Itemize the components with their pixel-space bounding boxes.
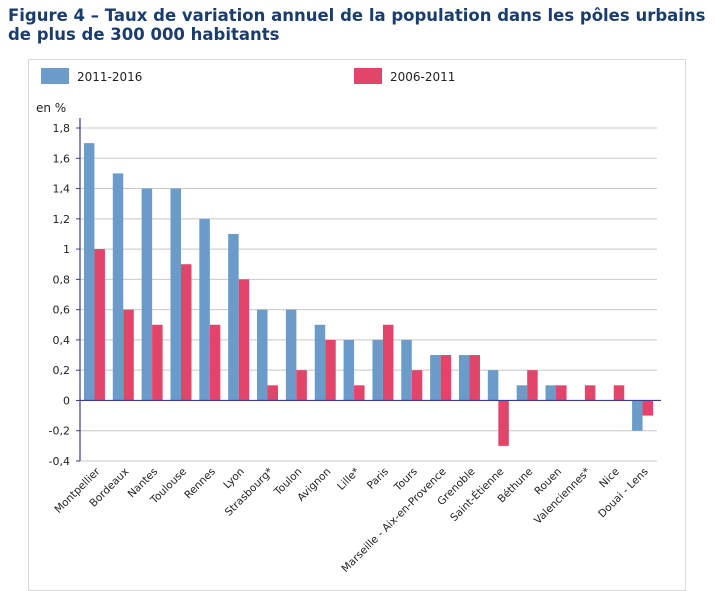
x-tick-label: Nice [597, 466, 622, 491]
legend-label: 2006-2011 [390, 70, 455, 84]
bar-2011-2016 [314, 324, 326, 401]
bar-2006-2011 [152, 324, 163, 401]
y-tick-label: 1,6 [53, 152, 71, 165]
x-tick-label: Rennes [182, 466, 218, 502]
bar-2006-2011 [123, 309, 134, 401]
y-tick-label: 0,4 [53, 334, 71, 347]
x-tick-label: Lyon [221, 466, 247, 492]
axes [76, 118, 661, 462]
bar-2006-2011 [498, 400, 509, 446]
bar-2006-2011 [209, 324, 221, 401]
y-tick-label: 0 [63, 394, 70, 407]
bar-2006-2011 [556, 385, 567, 401]
y-tick-label: 0,2 [53, 364, 71, 377]
legend-label: 2011-2016 [77, 70, 142, 84]
bar-2011-2016 [487, 370, 499, 401]
bars [83, 143, 654, 446]
bar-2011-2016 [632, 400, 643, 431]
bar-2011-2016 [430, 355, 441, 401]
bar-2011-2016 [285, 309, 297, 401]
bar-2011-2016 [458, 355, 470, 401]
bar-2006-2011 [411, 370, 423, 401]
bar-2006-2011 [180, 264, 192, 401]
y-tick-label: -0,4 [49, 455, 70, 468]
bar-2006-2011 [613, 385, 625, 401]
bar-2011-2016 [545, 385, 557, 401]
bar-2011-2016 [112, 173, 124, 401]
bar-2011-2016 [516, 385, 528, 401]
figure-title: Figure 4 – Taux de variation annuel de l… [8, 6, 706, 44]
bar-2006-2011 [527, 370, 538, 401]
bar-2011-2016 [199, 218, 210, 401]
x-tick-label: Lille* [335, 466, 362, 493]
x-tick-label: Paris [365, 466, 391, 492]
bar-2011-2016 [83, 143, 95, 401]
y-tick-labels: -0,4 -0,2 0 0,2 0,4 0,6 0,8 1 1,2 1,4 1,6 1,8 [49, 122, 70, 468]
y-tick-label: -0,2 [49, 425, 70, 438]
bar-2011-2016 [401, 339, 412, 401]
gridlines [80, 127, 657, 462]
bar-2011-2016 [141, 188, 153, 401]
bar-2006-2011 [296, 370, 307, 401]
bar-2006-2011 [642, 400, 654, 416]
y-tick-label: 1,2 [53, 213, 71, 226]
bar-2006-2011 [354, 385, 365, 401]
y-tick-label: 0,8 [53, 273, 71, 286]
y-tick-label: 0,6 [53, 304, 71, 317]
chart-frame [28, 59, 686, 591]
bar-2006-2011 [94, 249, 105, 401]
y-tick-label: 1 [63, 243, 70, 256]
bar-2011-2016 [228, 233, 239, 401]
legend: 2011-2016 2006-2011 [41, 68, 455, 84]
bar-2006-2011 [267, 385, 279, 401]
bar-2006-2011 [382, 324, 394, 401]
legend-swatch [41, 68, 69, 84]
bar-2006-2011 [325, 339, 336, 401]
y-tick-label: 1,8 [53, 122, 71, 135]
bar-2006-2011 [440, 355, 452, 401]
bar-chart: 2011-2016 2006-2011 en % -0,4 -0,2 0 0,2 0,4 0… [36, 68, 661, 575]
bar-2011-2016 [257, 309, 268, 401]
bar-2006-2011 [584, 385, 596, 401]
bar-2011-2016 [372, 339, 383, 401]
bar-2011-2016 [343, 339, 355, 401]
bar-2006-2011 [469, 355, 480, 401]
legend-swatch [354, 68, 382, 84]
y-tick-label: 1,4 [53, 183, 71, 196]
bar-2006-2011 [238, 279, 250, 401]
y-axis-label: en % [36, 101, 66, 115]
bar-2011-2016 [170, 188, 181, 401]
